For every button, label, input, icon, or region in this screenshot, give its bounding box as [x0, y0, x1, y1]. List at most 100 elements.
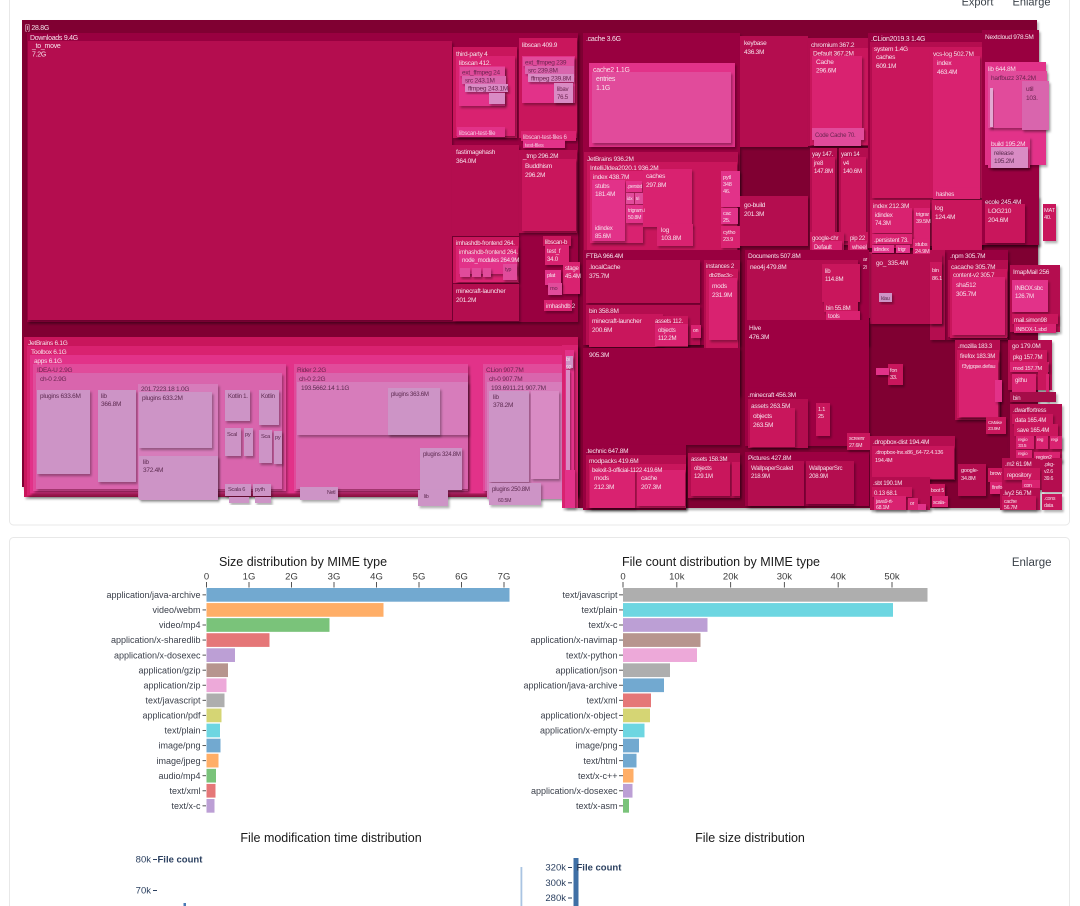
svg-text:34.8M: 34.8M	[961, 476, 976, 482]
svg-text:ImapMail 256: ImapMail 256	[1013, 269, 1050, 276]
svg-text:200.6M: 200.6M	[592, 327, 612, 334]
svg-text:yay 147.: yay 147.	[812, 151, 834, 158]
svg-text:third-party 4: third-party 4	[456, 51, 488, 58]
svg-text:375.7M: 375.7M	[589, 273, 609, 280]
svg-text:githu: githu	[1015, 377, 1027, 384]
svg-text:regio: regio	[1018, 437, 1028, 443]
svg-text:348: 348	[723, 182, 732, 188]
svg-text:10k: 10k	[669, 572, 685, 583]
svg-text:application/x-navimap: application/x-navimap	[530, 635, 617, 645]
svg-text:Scala 6: Scala 6	[228, 487, 245, 493]
svg-text:201.2M: 201.2M	[456, 297, 476, 304]
svg-text:minecraft-launcher: minecraft-launcher	[592, 318, 643, 325]
svg-text:google-: google-	[961, 468, 978, 474]
svg-text:Rider 2.2G: Rider 2.2G	[297, 367, 326, 374]
svg-text:193.5662.14 1.1G: 193.5662.14 1.1G	[301, 385, 349, 392]
svg-text:assets 112.: assets 112.	[655, 318, 683, 325]
svg-text:.pkg-: .pkg-	[1044, 462, 1055, 468]
svg-text:text/javascript: text/javascript	[145, 695, 201, 705]
svg-text:util: util	[1026, 86, 1034, 93]
svg-text:34.0: 34.0	[547, 256, 559, 263]
svg-text:50k: 50k	[884, 572, 900, 583]
svg-text:text/x-python: text/x-python	[566, 650, 618, 660]
svg-text:201.3M: 201.3M	[744, 211, 764, 218]
svg-text:or: or	[910, 501, 915, 507]
svg-text:text/javascript: text/javascript	[562, 590, 618, 600]
svg-text:image/png: image/png	[575, 741, 617, 751]
svg-text:libscan 409.9: libscan 409.9	[522, 42, 558, 49]
svg-text:.persistent 73.: .persistent 73.	[874, 237, 909, 244]
svg-text:assets 263.5M: assets 263.5M	[751, 403, 790, 410]
svg-text:bin 358.8M: bin 358.8M	[589, 308, 619, 315]
svg-text:assets 158.3M: assets 158.3M	[691, 456, 727, 463]
svg-text:129.1M: 129.1M	[694, 473, 713, 480]
svg-text:905.3M: 905.3M	[589, 352, 609, 359]
svg-text:ch-0 907.7M: ch-0 907.7M	[489, 376, 522, 383]
svg-text:stage: stage	[565, 265, 579, 272]
svg-text:libscan-test-files 6: libscan-test-files 6	[523, 134, 568, 141]
svg-text:idx: idx	[627, 196, 633, 202]
svg-text:google-chr: google-chr	[812, 235, 838, 242]
svg-text:sha512: sha512	[956, 282, 977, 289]
svg-text:plugins 633.6M: plugins 633.6M	[40, 393, 81, 400]
svg-text:application/pdf: application/pdf	[142, 711, 201, 721]
svg-text:1.1G: 1.1G	[596, 85, 610, 92]
svg-text:23.9M: 23.9M	[988, 426, 1000, 432]
svg-text:45.4M: 45.4M	[565, 273, 581, 280]
svg-text:364.0M: 364.0M	[456, 158, 476, 165]
svg-text:Documents 507.8M: Documents 507.8M	[748, 253, 801, 260]
svg-text:103.: 103.	[1026, 95, 1038, 102]
svg-text:CMake: CMake	[988, 420, 1002, 426]
svg-text:repository: repository	[1007, 472, 1032, 479]
svg-text:File count: File count	[577, 863, 623, 874]
svg-text:data: data	[1044, 503, 1054, 509]
svg-text:.npm 305.7M: .npm 305.7M	[950, 253, 985, 260]
svg-text:297.8M: 297.8M	[646, 182, 666, 189]
svg-text:Hive: Hive	[749, 325, 762, 332]
svg-text:text/plain: text/plain	[581, 605, 617, 615]
svg-text:193.6911.21 907.7M: 193.6911.21 907.7M	[491, 385, 546, 392]
svg-text:v4: v4	[843, 160, 850, 167]
svg-text:application/java-archive: application/java-archive	[523, 680, 617, 690]
svg-text:140.6M: 140.6M	[843, 168, 862, 175]
svg-text:.cache 3.6G: .cache 3.6G	[586, 36, 621, 43]
svg-text:70k: 70k	[136, 886, 152, 897]
svg-text:FTBA 966.4M: FTBA 966.4M	[586, 253, 623, 260]
svg-text:.mozilla 183.3: .mozilla 183.3	[958, 343, 993, 350]
svg-text:.CLion2019.3 1.4G: .CLion2019.3 1.4G	[871, 36, 925, 43]
svg-text:image/png: image/png	[158, 741, 200, 751]
svg-text:plugins 363.6M: plugins 363.6M	[391, 391, 429, 398]
svg-text:text/html: text/html	[583, 756, 617, 766]
svg-text:JetBrains 6.1G: JetBrains 6.1G	[28, 340, 68, 347]
svg-text:application/x-sharedlib: application/x-sharedlib	[111, 635, 201, 645]
svg-text:pyth: pyth	[255, 487, 265, 493]
svg-text:80k: 80k	[136, 855, 152, 866]
svg-text:save 165.4M: save 165.4M	[1017, 427, 1049, 434]
svg-text:cache: cache	[641, 475, 658, 482]
svg-text:text/x-c: text/x-c	[171, 801, 201, 811]
svg-text:.cons: .cons	[1044, 496, 1056, 502]
svg-text:JetBrains 936.2M: JetBrains 936.2M	[587, 156, 634, 163]
svg-text:region2: region2	[1036, 455, 1052, 461]
svg-text:go 179.0M: go 179.0M	[1012, 343, 1041, 350]
svg-text:cache: cache	[1004, 499, 1017, 505]
svg-text:ch-0 2.9G: ch-0 2.9G	[40, 376, 67, 383]
svg-text:.dropbox-dist 194.4M: .dropbox-dist 194.4M	[873, 439, 929, 446]
svg-text:mod 157.7M: mod 157.7M	[1013, 366, 1042, 372]
svg-text:instances 2: instances 2	[706, 263, 735, 270]
svg-text:objects: objects	[753, 413, 773, 420]
svg-text:text/x-c: text/x-c	[588, 620, 618, 630]
svg-text:.localCache: .localCache	[589, 264, 621, 271]
svg-text:1.1: 1.1	[818, 407, 825, 413]
svg-text:40.: 40.	[1044, 215, 1052, 221]
svg-text:video/webm: video/webm	[152, 605, 200, 615]
svg-text:0: 0	[620, 572, 625, 583]
svg-text:application/zip: application/zip	[143, 680, 200, 690]
svg-text:46.: 46.	[723, 189, 731, 195]
svg-text:chromium 367.2: chromium 367.2	[811, 42, 855, 49]
svg-text:7G: 7G	[498, 572, 511, 583]
svg-text:stubs: stubs	[915, 242, 928, 248]
svg-text:plugins 250.8M: plugins 250.8M	[492, 486, 530, 493]
svg-text:File count: File count	[158, 855, 204, 866]
svg-text:plat: plat	[547, 273, 556, 279]
